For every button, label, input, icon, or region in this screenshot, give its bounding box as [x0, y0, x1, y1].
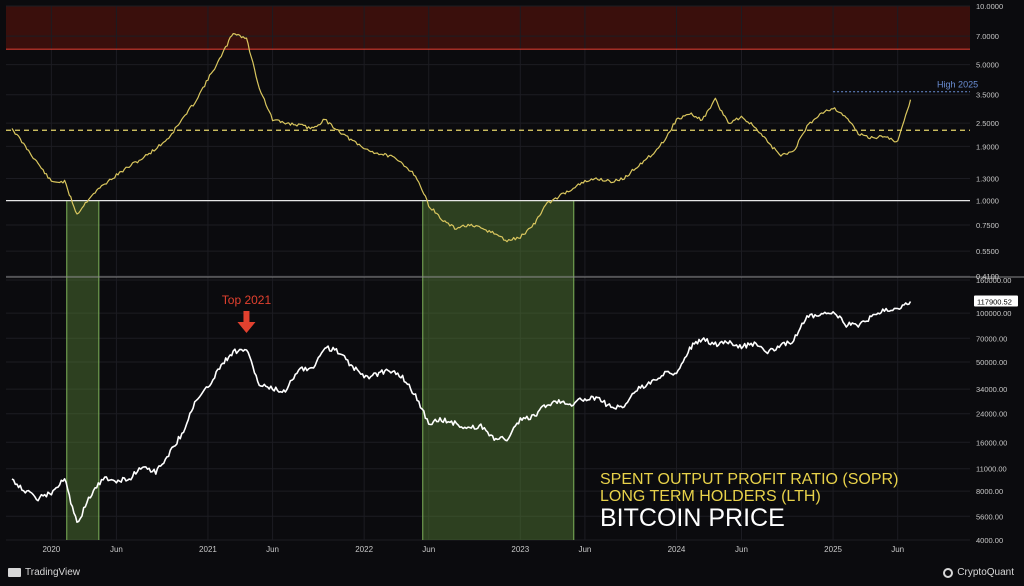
x-tick-label-4: 2022	[355, 545, 373, 554]
legend-lth-label: LONG TERM HOLDERS (LTH)	[600, 488, 821, 505]
price-y-tick-label-9: 5600.00	[976, 512, 1003, 521]
x-tick-label-6: 2023	[511, 545, 529, 554]
price-y-tick-label-1: 100000.00	[976, 309, 1011, 318]
price-y-tick-label-6: 16000.00	[976, 438, 1007, 447]
x-tick-label-7: Jun	[578, 545, 591, 554]
top-2021-label: Top 2021	[222, 293, 272, 307]
x-tick-label-1: Jun	[110, 545, 123, 554]
price-y-tick-label-7: 11000.00	[976, 465, 1007, 474]
price-y-tick-label-2: 70000.00	[976, 334, 1007, 343]
sopr-y-tick-label-4: 2.5000	[976, 119, 999, 128]
sopr-y-tick-label-2: 5.0000	[976, 61, 999, 70]
sopr-y-tick-label-7: 1.0000	[976, 197, 999, 206]
highlight-period-1	[423, 201, 574, 540]
sopr-y-tick-label-8: 0.7500	[976, 221, 999, 230]
x-tick-label-10: 2025	[824, 545, 842, 554]
price-y-tick-label-0: 160000.00	[976, 276, 1011, 285]
x-tick-label-0: 2020	[42, 545, 60, 554]
x-tick-label-5: Jun	[422, 545, 435, 554]
price-y-tick-label-3: 50000.00	[976, 358, 1007, 367]
price-y-tick-label-8: 8000.00	[976, 487, 1003, 496]
legend-sopr-label: SPENT OUTPUT PROFIT RATIO (SOPR)	[600, 471, 898, 488]
x-tick-label-8: 2024	[668, 545, 686, 554]
sopr-y-tick-label-5: 1.9000	[976, 142, 999, 151]
cryptoquant-icon	[943, 568, 953, 578]
price-y-tick-label-4: 34000.00	[976, 385, 1007, 394]
x-tick-label-2: 2021	[199, 545, 217, 554]
sopr-y-tick-label-1: 7.0000	[976, 32, 999, 41]
sopr-y-tick-label-3: 3.5000	[976, 91, 999, 100]
x-tick-label-11: Jun	[891, 545, 904, 554]
price-y-tick-label-5: 24000.00	[976, 410, 1007, 419]
sopr-y-tick-label-0: 10.0000	[976, 2, 1003, 11]
price-y-tick-label-10: 4000.00	[976, 536, 1003, 545]
cryptoquant-label: CryptoQuant	[957, 567, 1014, 578]
x-tick-label-3: Jun	[266, 545, 279, 554]
x-tick-label-9: Jun	[735, 545, 748, 554]
last-price-label: 117900.52	[977, 298, 1012, 307]
cryptoquant-logo: CryptoQuant	[943, 567, 1014, 578]
sopr-y-tick-label-6: 1.3000	[976, 174, 999, 183]
tradingview-icon	[8, 568, 21, 577]
tradingview-label: TradingView	[25, 567, 80, 578]
tradingview-logo: TradingView	[8, 567, 80, 578]
high-2025-label: High 2025	[937, 80, 978, 90]
sopr-y-tick-label-9: 0.5500	[976, 247, 999, 256]
sopr-high-band	[6, 6, 970, 49]
legend-price-label: BITCOIN PRICE	[600, 504, 785, 532]
